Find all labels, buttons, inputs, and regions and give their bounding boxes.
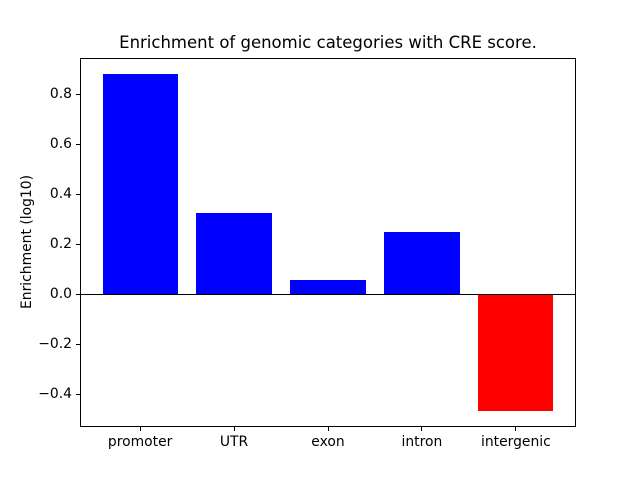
y-tick-label-0.6: 0.6 xyxy=(49,135,72,152)
bar-UTR xyxy=(196,212,272,295)
y-tick-label-0.4: 0.4 xyxy=(49,185,72,202)
bar-intergenic xyxy=(478,294,554,411)
chart-title: Enrichment of genomic categories with CR… xyxy=(119,33,537,52)
y-tick-label-0.8: 0.8 xyxy=(49,85,72,102)
x-tick-mark xyxy=(515,427,517,431)
bar-promoter xyxy=(102,73,178,295)
y-tick-mark xyxy=(76,144,80,145)
x-tick-mark xyxy=(327,427,329,431)
x-tick-label-intergenic: intergenic xyxy=(480,434,551,450)
y-tick-mark xyxy=(76,394,80,395)
y-tick-mark xyxy=(76,244,80,245)
bar-intron xyxy=(384,231,460,295)
x-tick-label-UTR: UTR xyxy=(219,434,249,450)
x-tick-label-intron: intron xyxy=(401,434,443,450)
y-tick-label-0.2: 0.2 xyxy=(49,235,72,252)
y-tick-mark xyxy=(76,194,80,195)
x-tick-mark xyxy=(233,427,235,431)
y-tick-mark xyxy=(76,294,80,295)
zero-baseline xyxy=(80,293,576,296)
y-tick-label-−0.4: −0.4 xyxy=(38,385,72,402)
x-tick-label-promoter: promoter xyxy=(107,434,173,450)
y-tick-mark xyxy=(76,344,80,345)
y-tick-label-−0.2: −0.2 xyxy=(38,335,72,352)
y-tick-label-0.0: 0.0 xyxy=(49,285,72,302)
y-tick-mark xyxy=(76,94,80,95)
bar-exon xyxy=(290,279,366,295)
x-tick-mark xyxy=(421,427,423,431)
x-tick-label-exon: exon xyxy=(311,434,345,450)
x-tick-mark xyxy=(139,427,141,431)
